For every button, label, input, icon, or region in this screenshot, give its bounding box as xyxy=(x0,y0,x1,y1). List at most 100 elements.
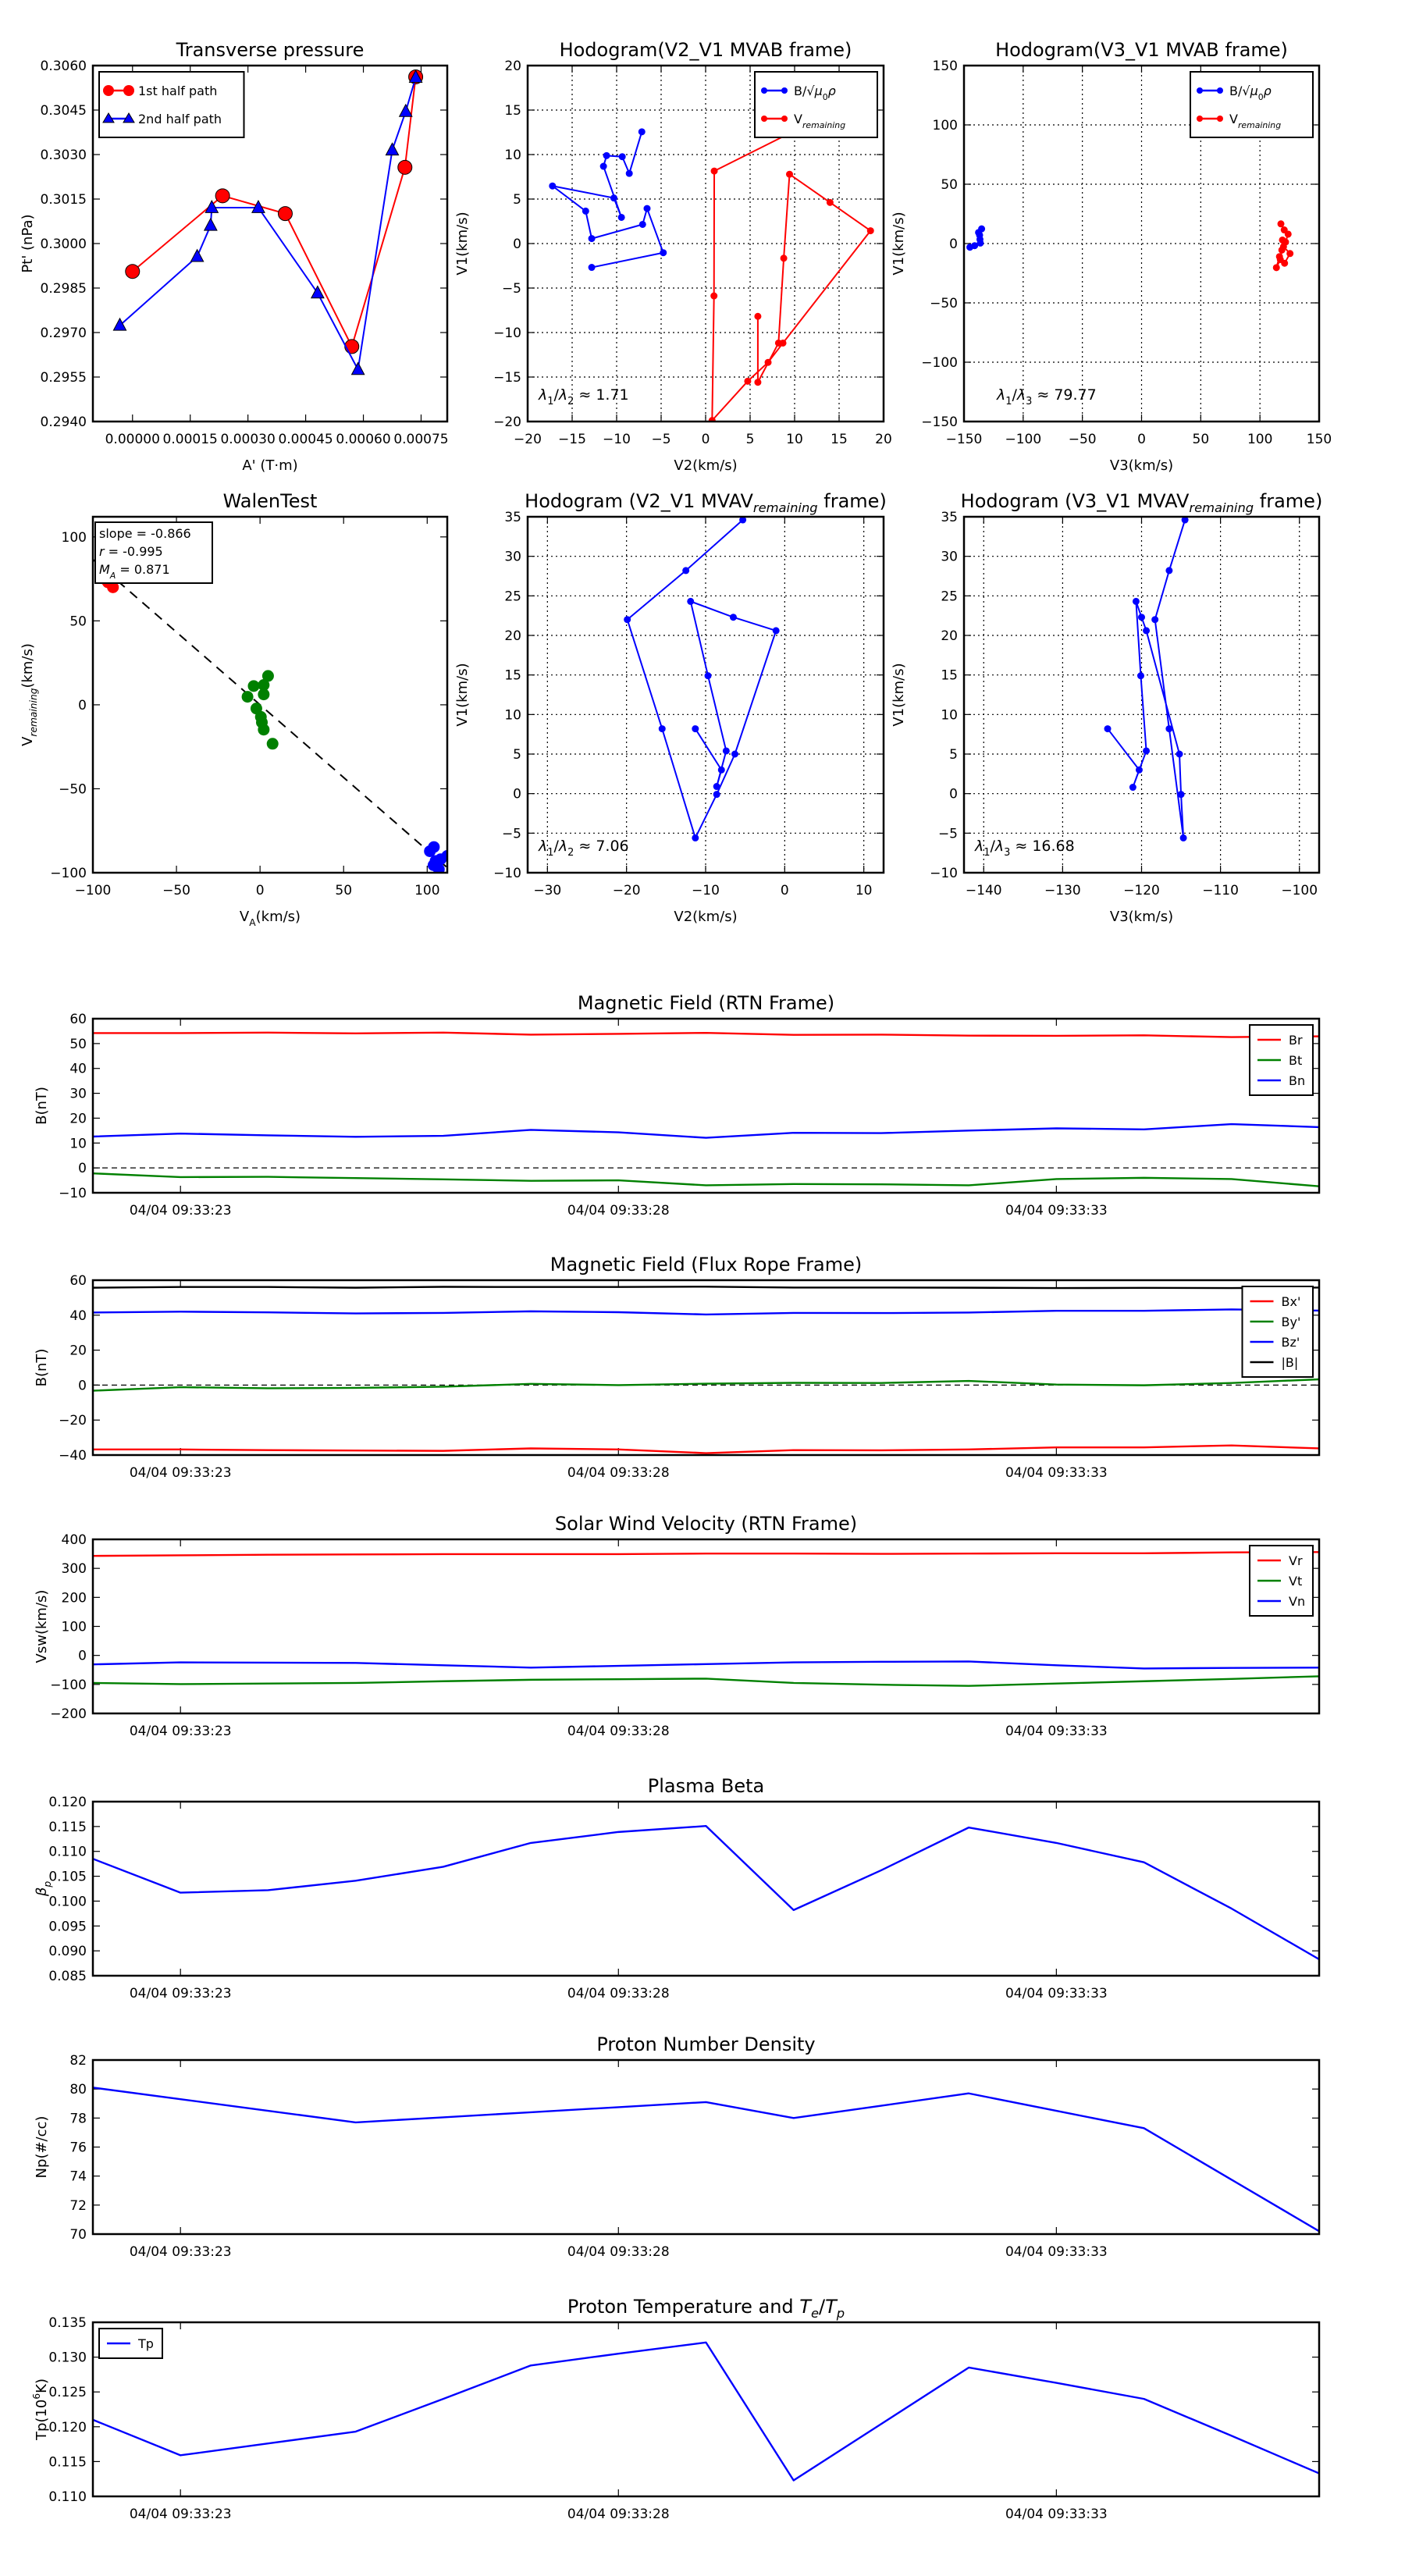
x-tick-label: 04/04 09:33:33 xyxy=(1005,1986,1108,2001)
y-tick-label: −40 xyxy=(59,1448,87,1464)
axes-frame xyxy=(526,64,885,423)
data-point xyxy=(1277,220,1285,228)
data-point xyxy=(971,242,979,250)
data-point xyxy=(617,213,625,221)
data-point xyxy=(251,199,265,213)
chart-panel-2: −150 −100 −50 0 50 100 150 −150 −100 −50 0 50 100 150… xyxy=(891,39,1332,474)
y-tick-label: 0 xyxy=(78,1161,87,1176)
data-point xyxy=(385,142,400,156)
plot-area xyxy=(93,1286,1319,1454)
y-axis-label: Tp(106K) xyxy=(31,2379,50,2441)
y-axis-label: Vremaining(km/s) xyxy=(20,643,39,746)
data-point xyxy=(978,225,986,233)
chart-title: WalenTest xyxy=(223,490,318,512)
data-point xyxy=(754,312,762,320)
x-tick-label: 0 xyxy=(702,432,710,447)
chart-title: Proton Temperature and Te/Tp xyxy=(567,2296,845,2321)
legend-marker xyxy=(123,112,135,123)
x-tick-label: 0 xyxy=(256,883,265,898)
data-point xyxy=(638,128,646,136)
axes-frame xyxy=(91,2058,1321,2236)
text-part: K) xyxy=(34,2379,50,2393)
x-tick-label: 150 xyxy=(1307,432,1332,447)
data-point xyxy=(215,188,230,204)
text-part: Np(#/cc) xyxy=(34,2116,50,2179)
chart-panel-10: 04/04 09:33:23 04/04 09:33:28 04/04 09:33:… xyxy=(34,2033,1321,2260)
text-part: T xyxy=(799,2296,813,2318)
y-tick-label: 40 xyxy=(69,1308,87,1324)
chart-title: Hodogram (V2_V1 MVAVremaining frame) xyxy=(525,490,887,515)
y-tick-label: 0 xyxy=(513,787,521,802)
chart-title: Solar Wind Velocity (RTN Frame) xyxy=(555,1513,857,1535)
x-tick-label: 04/04 09:33:28 xyxy=(567,1465,670,1481)
text-part: Magnetic Field (Flux Rope Frame) xyxy=(550,1254,862,1276)
legend: Vr Vt Vn xyxy=(1249,1545,1314,1617)
y-tick-label: 10 xyxy=(504,148,521,163)
x-tick-label: 10 xyxy=(786,432,803,447)
data-point xyxy=(1135,766,1143,774)
data-point xyxy=(1132,597,1140,605)
legend-label: Bt xyxy=(1289,1053,1302,1068)
data-point xyxy=(710,292,718,300)
y-tick-label: 76 xyxy=(69,2140,87,2156)
data-point xyxy=(1143,627,1151,635)
legend-marker xyxy=(761,87,767,94)
series-line-3 xyxy=(93,1286,1319,1290)
data-point xyxy=(429,855,442,867)
legend-label: Tp xyxy=(137,2336,154,2351)
data-point xyxy=(549,182,557,190)
y-tick-label: 100 xyxy=(62,530,87,546)
x-tick-label: 04/04 09:33:33 xyxy=(1005,1203,1108,1219)
data-point xyxy=(266,738,279,750)
text-part: V xyxy=(794,112,802,126)
data-point xyxy=(754,379,762,386)
eigenvalue-ratio-annotation: λ1/λ2 ≈ 7.06 xyxy=(538,838,629,859)
y-tick-label: 20 xyxy=(504,59,521,74)
y-tick-label: 0.090 xyxy=(48,1944,87,1959)
legend-marker xyxy=(781,87,788,94)
text-part: Pt' (nPa) xyxy=(20,214,36,272)
x-tick-label: 04/04 09:33:33 xyxy=(1005,2507,1108,2522)
y-tick-label: 100 xyxy=(62,1620,87,1635)
y-tick-label: 35 xyxy=(504,510,521,525)
y-tick-label: 35 xyxy=(941,510,958,525)
x-tick-label: 04/04 09:33:28 xyxy=(567,1203,670,1219)
chart-title: Hodogram (V3_V1 MVAVremaining frame) xyxy=(961,490,1323,515)
x-tick-label: 0.00015 xyxy=(163,432,218,447)
x-tick-label: −130 xyxy=(1044,883,1081,898)
x-tick-label: 100 xyxy=(1247,432,1272,447)
x-tick-label: 5 xyxy=(746,432,755,447)
x-tick-label: 15 xyxy=(831,432,848,447)
data-point xyxy=(1280,226,1288,234)
text-part: / xyxy=(990,838,995,855)
x-tick-label: −5 xyxy=(651,432,670,447)
y-tick-label: 20 xyxy=(69,1111,87,1126)
y-tick-label: 15 xyxy=(504,668,521,684)
series-line-1 xyxy=(93,1675,1319,1687)
text-part: 6 xyxy=(31,2393,42,2400)
text-part: μ xyxy=(1250,84,1258,98)
plot-area xyxy=(93,2087,1319,2233)
y-tick-label: −5 xyxy=(938,826,958,841)
data-point xyxy=(1272,264,1280,272)
x-tick-label: 0.00045 xyxy=(278,432,333,447)
data-point xyxy=(603,151,610,159)
data-point xyxy=(310,285,325,299)
text-part: By' xyxy=(1282,1315,1301,1329)
legend-marker xyxy=(1217,87,1223,94)
y-tick-label: 0 xyxy=(78,1649,87,1664)
data-point xyxy=(1177,791,1185,799)
y-tick-label: −15 xyxy=(493,370,521,386)
text-part: V3(km/s) xyxy=(1110,909,1173,925)
data-point xyxy=(277,206,293,222)
data-point xyxy=(112,317,127,331)
legend-label: |B| xyxy=(1282,1355,1299,1370)
text-part: slope = -0.866 xyxy=(99,526,191,541)
text-part: ρ xyxy=(1264,84,1272,98)
y-tick-label: 0 xyxy=(949,237,958,252)
legend-marker xyxy=(123,85,134,96)
legend-label: 2nd half path xyxy=(138,112,222,126)
text-part: V xyxy=(20,736,36,746)
axes-frame xyxy=(91,64,449,423)
